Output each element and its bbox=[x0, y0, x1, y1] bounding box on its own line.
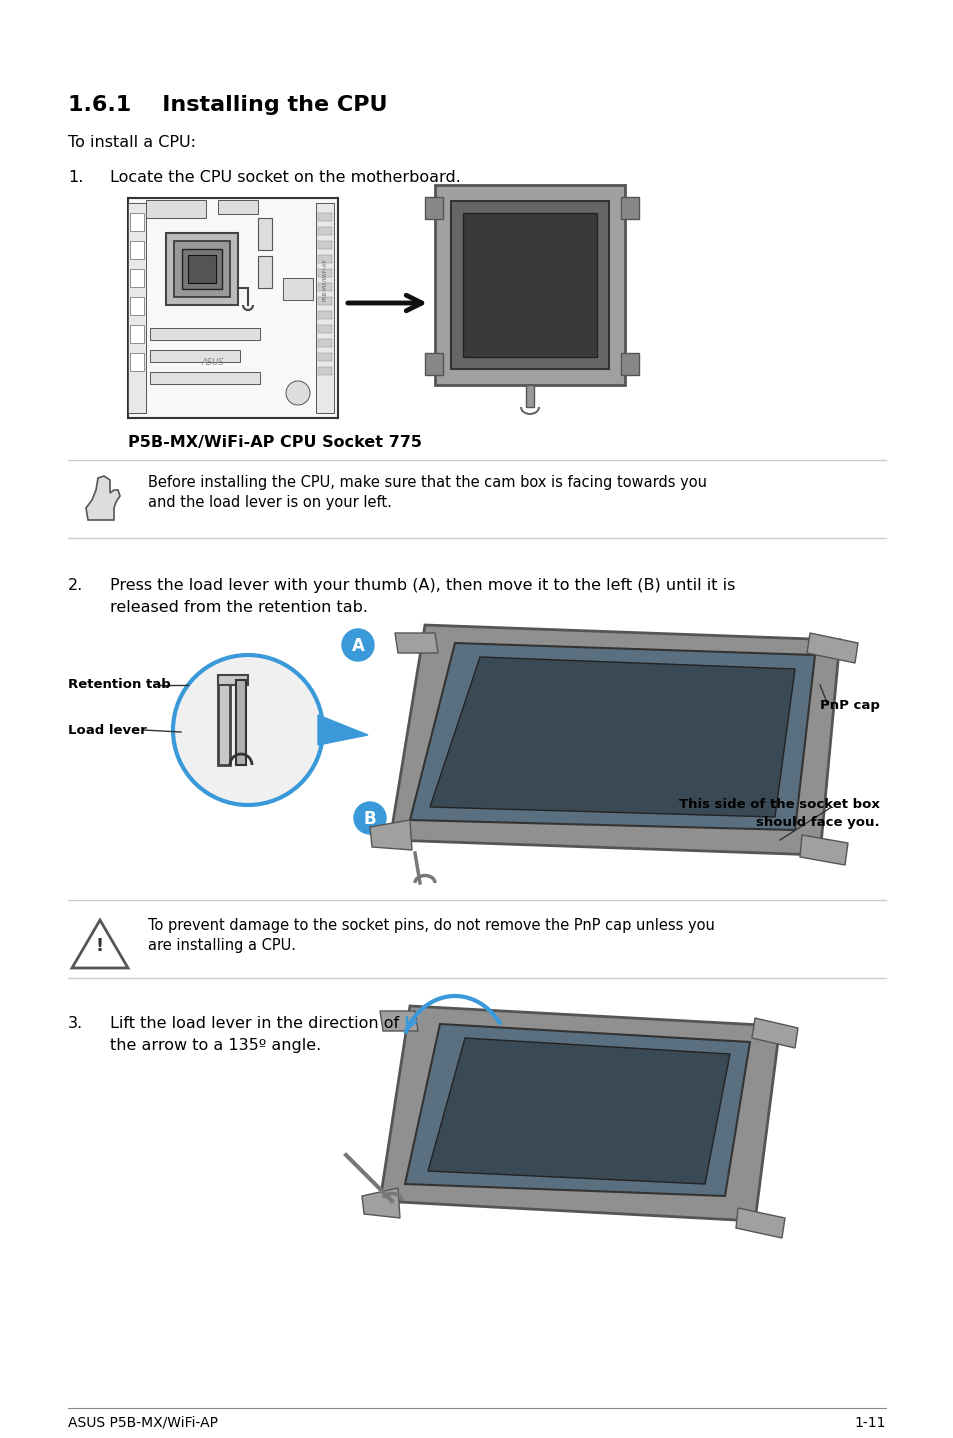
Bar bbox=[146, 200, 206, 219]
Text: should face you.: should face you. bbox=[756, 815, 879, 828]
Polygon shape bbox=[361, 1188, 399, 1218]
Bar bbox=[317, 255, 332, 263]
Text: 2.: 2. bbox=[68, 578, 83, 592]
Text: 1.6.1    Installing the CPU: 1.6.1 Installing the CPU bbox=[68, 95, 387, 115]
Polygon shape bbox=[751, 1018, 797, 1048]
Text: ASUS: ASUS bbox=[201, 358, 224, 367]
Bar bbox=[620, 197, 639, 219]
Bar bbox=[525, 385, 534, 407]
Bar bbox=[317, 352, 332, 361]
Text: Locate the CPU socket on the motherboard.: Locate the CPU socket on the motherboard… bbox=[110, 170, 460, 186]
Bar bbox=[150, 372, 260, 384]
Circle shape bbox=[286, 381, 310, 406]
Bar bbox=[130, 352, 144, 371]
Text: P5B-MX/WiFi-AP CPU Socket 775: P5B-MX/WiFi-AP CPU Socket 775 bbox=[128, 436, 421, 450]
Text: This side of the socket box: This side of the socket box bbox=[679, 798, 879, 811]
Bar bbox=[218, 674, 230, 765]
Text: ASUS P5B-MX/WiFi-AP: ASUS P5B-MX/WiFi-AP bbox=[68, 1416, 218, 1429]
Bar bbox=[130, 325, 144, 344]
Text: and the load lever is on your left.: and the load lever is on your left. bbox=[148, 495, 392, 510]
Text: To prevent damage to the socket pins, do not remove the PnP cap unless you: To prevent damage to the socket pins, do… bbox=[148, 917, 714, 933]
Bar bbox=[166, 233, 237, 305]
Bar bbox=[317, 269, 332, 278]
Bar bbox=[462, 213, 597, 357]
Bar bbox=[128, 198, 337, 418]
Polygon shape bbox=[379, 1007, 780, 1221]
Bar bbox=[130, 298, 144, 315]
Bar bbox=[317, 242, 332, 249]
Bar bbox=[317, 367, 332, 375]
Polygon shape bbox=[806, 633, 857, 663]
Bar bbox=[173, 242, 230, 298]
Text: 3.: 3. bbox=[68, 1017, 83, 1031]
Bar bbox=[620, 352, 639, 375]
Bar bbox=[218, 200, 257, 214]
Polygon shape bbox=[379, 1011, 417, 1031]
Polygon shape bbox=[428, 1038, 729, 1183]
Text: 1.: 1. bbox=[68, 170, 83, 186]
Bar bbox=[128, 203, 146, 413]
Circle shape bbox=[172, 654, 323, 805]
Bar bbox=[182, 249, 222, 289]
Bar bbox=[283, 278, 313, 301]
Bar bbox=[150, 349, 240, 362]
Bar bbox=[257, 256, 272, 288]
Polygon shape bbox=[370, 820, 412, 850]
Polygon shape bbox=[800, 835, 847, 866]
Bar bbox=[188, 255, 215, 283]
Bar bbox=[257, 219, 272, 250]
Text: the arrow to a 135º angle.: the arrow to a 135º angle. bbox=[110, 1038, 321, 1053]
Text: Load lever: Load lever bbox=[68, 723, 147, 736]
Text: Lift the load lever in the direction of: Lift the load lever in the direction of bbox=[110, 1017, 398, 1031]
Bar bbox=[435, 186, 624, 385]
Text: released from the retention tab.: released from the retention tab. bbox=[110, 600, 368, 615]
Text: !: ! bbox=[96, 938, 104, 955]
Bar bbox=[317, 298, 332, 305]
Text: 1-11: 1-11 bbox=[854, 1416, 885, 1429]
Text: Before installing the CPU, make sure that the cam box is facing towards you: Before installing the CPU, make sure tha… bbox=[148, 475, 706, 490]
Circle shape bbox=[354, 802, 386, 834]
Polygon shape bbox=[390, 626, 840, 856]
Text: Press the load lever with your thumb (A), then move it to the left (B) until it : Press the load lever with your thumb (A)… bbox=[110, 578, 735, 592]
Polygon shape bbox=[317, 715, 368, 745]
Bar bbox=[317, 339, 332, 347]
Text: are installing a CPU.: are installing a CPU. bbox=[148, 938, 295, 953]
Text: A: A bbox=[352, 637, 364, 654]
Bar bbox=[317, 325, 332, 334]
Polygon shape bbox=[410, 643, 814, 830]
Polygon shape bbox=[395, 633, 437, 653]
Polygon shape bbox=[405, 1024, 749, 1196]
Text: Retention tab: Retention tab bbox=[68, 679, 171, 692]
Text: P5B-MX/WiFi-AP: P5B-MX/WiFi-AP bbox=[322, 257, 327, 301]
Polygon shape bbox=[735, 1208, 784, 1238]
Bar bbox=[315, 203, 334, 413]
Text: To install a CPU:: To install a CPU: bbox=[68, 135, 195, 150]
Bar bbox=[150, 328, 260, 339]
Text: PnP cap: PnP cap bbox=[820, 699, 879, 712]
Bar bbox=[317, 213, 332, 221]
Bar bbox=[130, 242, 144, 259]
Bar bbox=[235, 680, 246, 765]
Polygon shape bbox=[71, 920, 128, 968]
Bar bbox=[317, 227, 332, 234]
Bar bbox=[424, 352, 442, 375]
Polygon shape bbox=[86, 476, 120, 521]
Bar bbox=[317, 283, 332, 290]
Polygon shape bbox=[430, 657, 794, 817]
Bar bbox=[451, 201, 608, 370]
Text: B: B bbox=[363, 810, 375, 828]
Bar bbox=[130, 269, 144, 288]
Bar bbox=[424, 197, 442, 219]
Bar bbox=[218, 674, 248, 684]
Circle shape bbox=[341, 628, 374, 661]
Bar bbox=[130, 213, 144, 232]
Bar bbox=[317, 311, 332, 319]
